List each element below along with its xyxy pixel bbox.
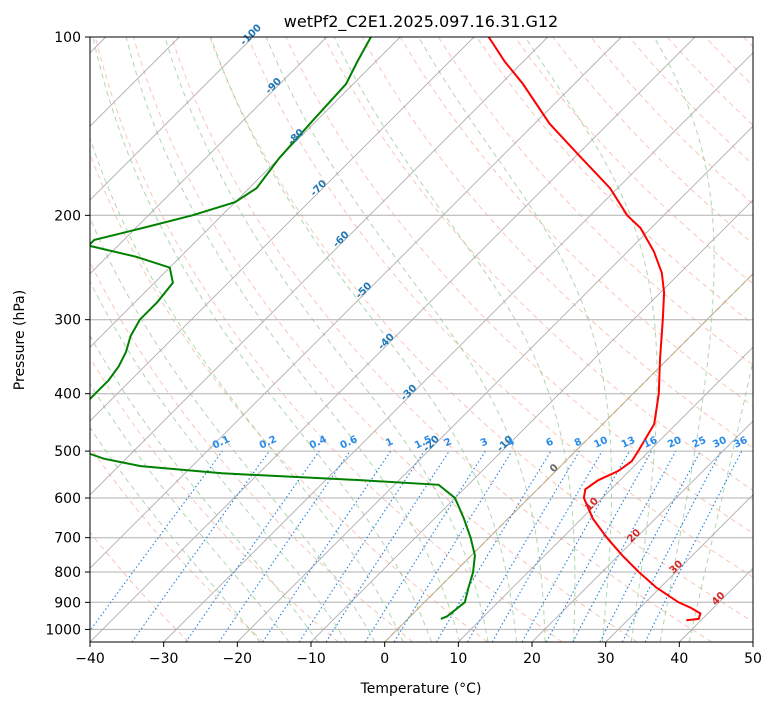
y-tick-label: 100 — [54, 30, 81, 46]
chart-title: wetPf2_C2E1.2025.097.16.31.G12 — [284, 12, 558, 32]
x-tick-label: −30 — [149, 651, 179, 667]
x-tick-label: 30 — [597, 651, 615, 667]
y-tick-label: 400 — [54, 387, 81, 403]
y-tick-label: 1000 — [45, 622, 81, 638]
x-tick-label: 50 — [744, 651, 762, 667]
y-tick-label: 800 — [54, 565, 81, 581]
x-tick-label: −40 — [75, 651, 105, 667]
x-tick-label: 20 — [523, 651, 541, 667]
y-tick-label: 200 — [54, 208, 81, 224]
x-axis-title: Temperature (°C) — [360, 681, 482, 697]
x-tick-label: 0 — [380, 651, 389, 667]
y-tick-label: 600 — [54, 491, 81, 507]
x-tick-label: 40 — [670, 651, 688, 667]
y-tick-label: 500 — [54, 444, 81, 460]
x-tick-label: 10 — [449, 651, 467, 667]
y-tick-label: 900 — [54, 595, 81, 611]
y-tick-label: 300 — [54, 313, 81, 329]
y-axis-title: Pressure (hPa) — [12, 290, 28, 390]
y-tick-label: 700 — [54, 531, 81, 547]
x-tick-label: −20 — [223, 651, 253, 667]
x-tick-label: −10 — [296, 651, 326, 667]
